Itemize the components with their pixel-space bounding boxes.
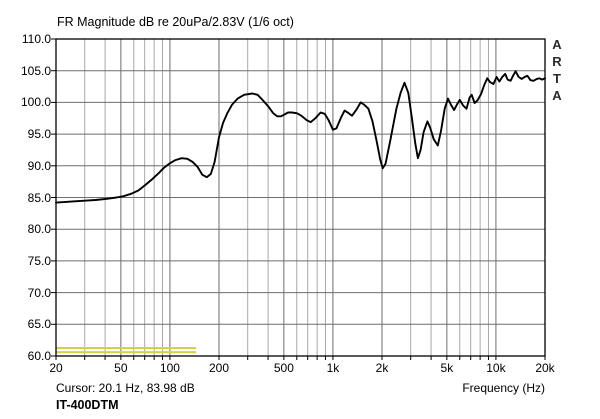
- cursor-readout: Cursor: 20.1 Hz, 83.98 dB: [56, 381, 195, 395]
- x-tick-label: 200: [208, 361, 230, 375]
- arta-logo: A R T A: [549, 36, 565, 104]
- arta-logo-letter: R: [552, 54, 562, 69]
- y-tick-label: 95.0: [27, 127, 51, 142]
- x-tick-label: 500: [273, 361, 294, 375]
- x-tick-label: 50: [114, 361, 128, 375]
- x-tick-label: 2k: [375, 361, 389, 375]
- y-tick-label: 65.0: [27, 317, 51, 332]
- y-tick-label: 110.0: [21, 32, 51, 46]
- x-axis-title: Frequency (Hz): [462, 381, 545, 395]
- x-tick-label: 1k: [326, 361, 340, 375]
- measurement-label: IT-400DTM: [56, 398, 119, 412]
- arta-logo-letter: T: [553, 71, 561, 86]
- x-tick-label: 5k: [440, 361, 454, 375]
- y-tick-label: 60.0: [27, 349, 51, 363]
- y-tick-label: 85.0: [27, 190, 51, 205]
- grid-major: [56, 39, 545, 356]
- chart-title: FR Magnitude dB re 20uPa/2.83V (1/6 oct): [57, 15, 294, 29]
- plot-border: [55, 38, 546, 357]
- y-tick-label: 80.0: [27, 222, 51, 237]
- axis-ticks: [51, 38, 546, 360]
- y-tick-label: 105.0: [20, 63, 51, 78]
- x-tick-label: 100: [159, 361, 180, 375]
- x-tick-label: 20k: [535, 361, 555, 375]
- y-tick-label: 70.0: [27, 285, 51, 300]
- arta-logo-letter: A: [552, 37, 562, 52]
- x-tick-label: 10k: [486, 361, 506, 375]
- y-tick-label: 90.0: [27, 158, 51, 173]
- y-tick-label: 100.0: [20, 95, 51, 110]
- gate-overlay: [56, 346, 197, 354]
- y-tick-label: 75.0: [27, 253, 51, 268]
- x-tick-label: 20: [49, 361, 63, 375]
- fr-magnitude-curve: [55, 70, 546, 204]
- arta-logo-letter: A: [552, 88, 562, 103]
